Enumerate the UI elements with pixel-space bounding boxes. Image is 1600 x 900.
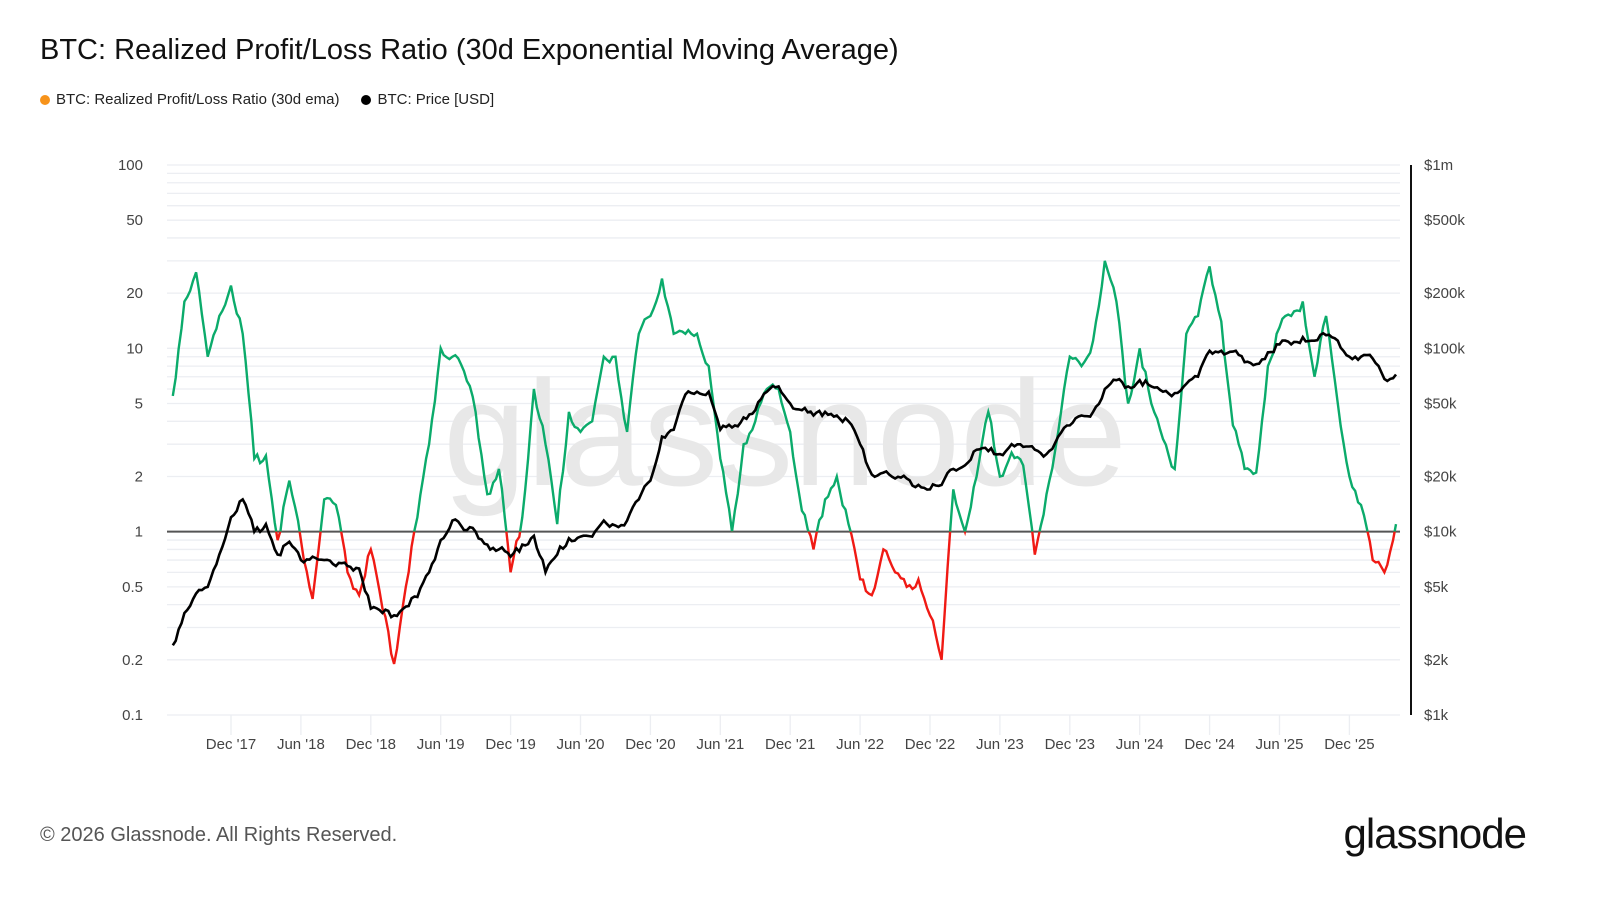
right-axis-tick-label: $1m <box>1424 157 1453 174</box>
x-axis-tick-label: Dec '24 <box>1184 736 1234 753</box>
chart-title: BTC: Realized Profit/Loss Ratio (30d Exp… <box>40 34 899 66</box>
x-axis-tick-label: Jun '20 <box>557 736 605 753</box>
x-axis-tick-label: Dec '21 <box>765 736 815 753</box>
left-axis-tick-label: 0.5 <box>122 579 143 596</box>
watermark: glassnode <box>443 349 1127 517</box>
legend-item-price[interactable]: BTC: Price [USD] <box>361 91 494 108</box>
left-axis-tick-label: 1 <box>135 524 143 541</box>
x-axis-tick-label: Jun '21 <box>696 736 744 753</box>
ratio-series-line-above-1 <box>171 260 1398 532</box>
left-axis-tick-label: 0.1 <box>122 707 143 724</box>
left-axis-tick-label: 0.2 <box>122 652 143 669</box>
glassnode-logo: glassnode <box>1343 810 1527 857</box>
legend-label-price: BTC: Price [USD] <box>377 91 495 108</box>
right-axis-tick-label: $100k <box>1424 340 1465 357</box>
legend-dot-ratio <box>40 94 50 105</box>
x-axis-tick-label: Jun '18 <box>277 736 325 753</box>
x-axis-tick-label: Jun '19 <box>417 736 465 753</box>
x-axis-tick-label: Dec '18 <box>346 736 396 753</box>
x-axis-tick-label: Dec '22 <box>905 736 955 753</box>
right-axis-tick-label: $50k <box>1424 396 1457 413</box>
right-axis-tick-label: $500k <box>1424 212 1465 229</box>
right-axis-tick-label: $2k <box>1424 652 1449 669</box>
right-axis: $1m $500k $200k $100k $50k $20k $10k $5k $2k $1k <box>1424 157 1465 724</box>
x-axis-tick-label: Dec '19 <box>485 736 535 753</box>
x-axis: Dec '17 Jun '18 Dec '18 Jun '19 Dec '19 Jun '… <box>206 715 1375 753</box>
copyright-footer: © 2026 Glassnode. All Rights Reserved. <box>40 824 398 846</box>
right-axis-tick-label: $10k <box>1424 524 1457 541</box>
right-axis-tick-label: $20k <box>1424 468 1457 485</box>
left-axis-tick-label: 100 <box>118 157 143 174</box>
right-axis-tick-label: $1k <box>1424 707 1449 724</box>
left-axis-tick-label: 10 <box>126 340 143 357</box>
left-axis-tick-label: 20 <box>126 285 143 302</box>
x-axis-tick-label: Dec '23 <box>1045 736 1095 753</box>
x-axis-tick-label: Jun '22 <box>836 736 884 753</box>
ratio-series-line-below-1 <box>275 531 1396 665</box>
legend-label-ratio: BTC: Realized Profit/Loss Ratio (30d ema… <box>56 91 340 108</box>
x-axis-tick-label: Jun '25 <box>1256 736 1304 753</box>
left-axis-tick-label: 50 <box>126 212 143 229</box>
legend-item-ratio[interactable]: BTC: Realized Profit/Loss Ratio (30d ema… <box>40 91 339 108</box>
legend-dot-price <box>361 94 372 105</box>
x-axis-tick-label: Dec '25 <box>1324 736 1374 753</box>
right-axis-tick-label: $200k <box>1424 285 1465 302</box>
right-axis-tick-label: $5k <box>1424 579 1449 596</box>
legend: BTC: Realized Profit/Loss Ratio (30d ema… <box>40 91 494 108</box>
left-axis: 100 50 20 10 5 2 1 0.5 0.2 0.1 <box>118 157 143 724</box>
x-axis-tick-label: Dec '20 <box>625 736 675 753</box>
left-axis-tick-label: 5 <box>135 396 143 413</box>
x-axis-tick-label: Dec '17 <box>206 736 256 753</box>
x-axis-tick-label: Jun '23 <box>976 736 1024 753</box>
left-axis-tick-label: 2 <box>135 468 143 485</box>
price-series-line <box>171 331 1398 647</box>
x-axis-tick-label: Jun '24 <box>1116 736 1164 753</box>
